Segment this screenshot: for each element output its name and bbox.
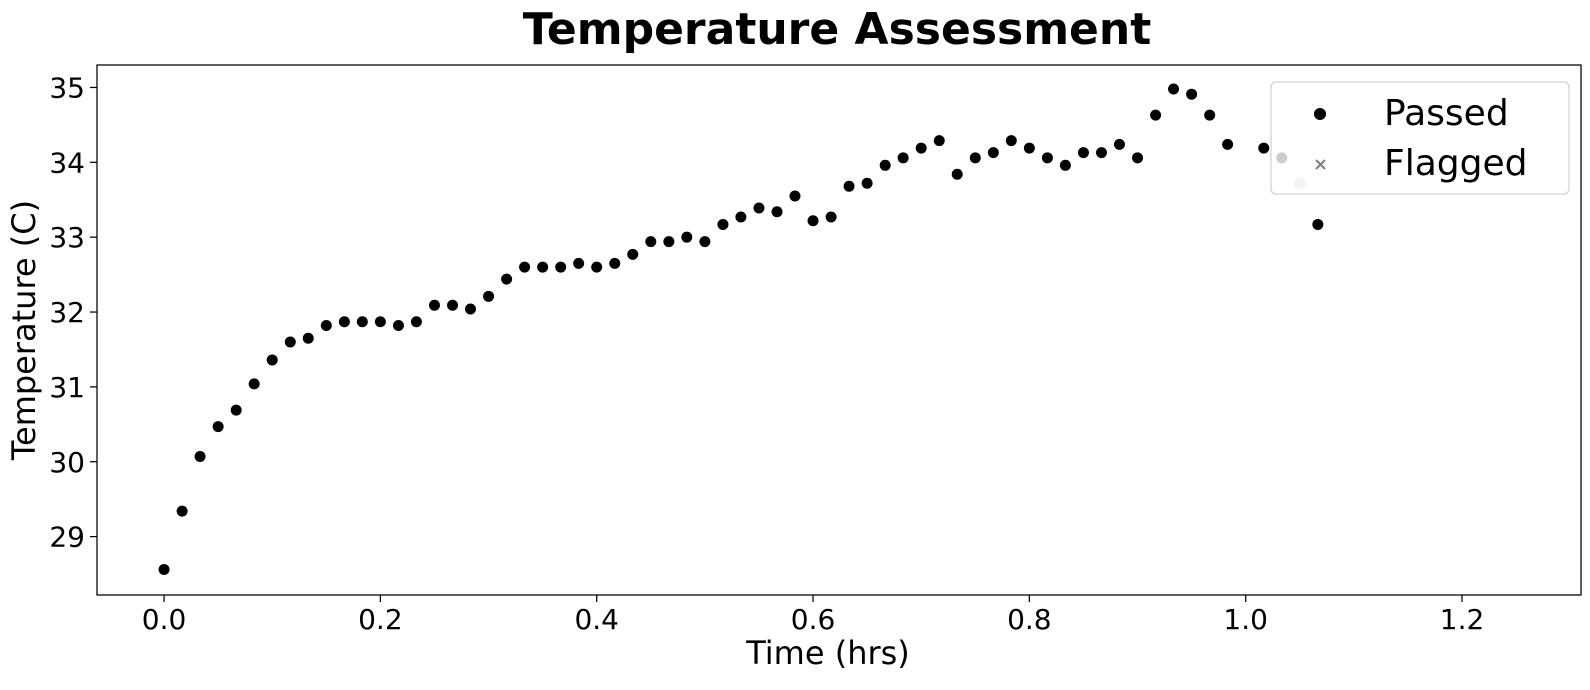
data-point [663,236,675,248]
x-tick-label: 0.4 [574,603,619,636]
data-point [1077,147,1089,159]
data-point [789,190,801,202]
data-point [843,180,855,192]
data-point [1041,152,1053,164]
data-point [519,261,531,273]
data-point [1186,88,1198,100]
y-tick-label: 34 [49,146,85,179]
data-point [1168,83,1180,95]
x-tick-label: 0.6 [791,603,836,636]
data-point [861,177,873,189]
data-point [1204,109,1216,121]
y-tick-label: 35 [49,71,85,104]
data-point [681,231,693,243]
x-axis-label: Time (hrs) [745,634,910,672]
data-point [735,211,747,223]
x-tick-label: 1.0 [1223,603,1268,636]
data-point [1132,152,1144,164]
data-point [1312,218,1324,230]
legend-passed-label: Passed [1384,93,1509,134]
legend-flagged-marker [1315,159,1326,170]
data-point [212,421,224,433]
data-point [753,202,765,214]
data-point [1096,147,1108,159]
data-point [302,332,314,344]
chart-title: Temperature Assessment [523,4,1152,55]
x-tick-label: 1.2 [1440,603,1485,636]
data-point [176,505,188,517]
data-point [915,142,927,154]
data-point [933,135,945,147]
data-point [771,206,783,218]
data-point [699,236,711,248]
data-point [1059,159,1071,171]
data-point [1023,142,1035,154]
data-point [969,152,981,164]
data-point [447,299,459,311]
data-point [1150,109,1162,121]
data-point [825,211,837,223]
data-point [555,261,567,273]
data-point [374,316,386,328]
data-point [807,215,819,227]
y-axis-ticks: 29 30 31 32 33 34 35 [49,71,97,554]
data-point [879,159,891,171]
data-point [428,299,440,311]
data-point [483,290,495,302]
x-axis-ticks: 0.0 0.2 0.4 0.6 0.8 1.0 1.2 [142,595,1484,636]
data-point [987,147,999,159]
data-point [392,320,404,332]
data-point [1005,135,1017,147]
data-point [410,316,422,328]
legend: Passed Flagged [1270,81,1570,195]
y-tick-label: 31 [49,371,85,404]
data-point [356,316,368,328]
data-point [501,273,513,285]
legend-passed-marker [1314,108,1326,120]
y-tick-label: 32 [49,296,85,329]
data-point [1258,142,1270,154]
data-point [464,303,476,315]
data-point [1113,138,1125,150]
data-point [645,236,657,248]
data-point [338,316,350,328]
y-axis-label: Temperature (C) [5,200,43,461]
data-point [320,320,332,332]
data-point [951,168,963,180]
data-point [248,378,260,390]
legend-flagged-label: Flagged [1384,143,1527,184]
data-point [717,218,729,230]
data-point [1222,138,1234,150]
data-point [609,257,621,269]
data-point [537,261,549,273]
data-point [897,152,909,164]
data-point [194,451,206,463]
y-tick-label: 33 [49,221,85,254]
y-tick-label: 30 [49,446,85,479]
x-tick-label: 0.2 [358,603,403,636]
x-tick-label: 0.0 [142,603,187,636]
legend-box [1270,81,1570,195]
data-point [230,404,242,416]
data-point [284,336,296,348]
data-point [573,257,585,269]
data-point [158,564,170,576]
data-point [591,261,603,273]
data-point [266,354,278,366]
data-point [627,248,639,260]
x-tick-label: 0.8 [1007,603,1052,636]
y-tick-label: 29 [49,521,85,554]
